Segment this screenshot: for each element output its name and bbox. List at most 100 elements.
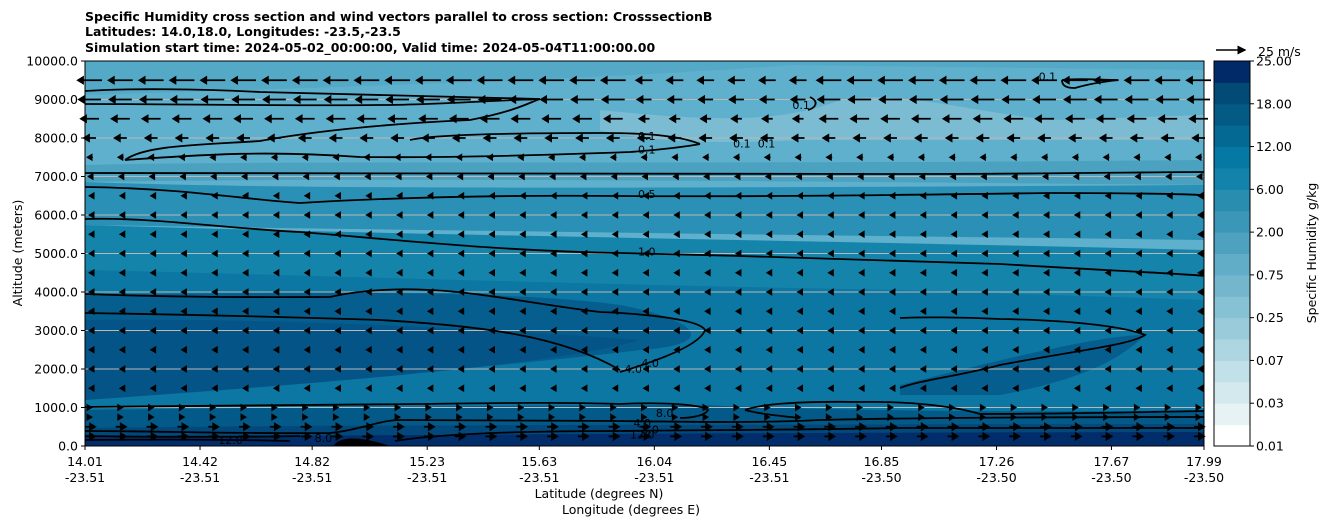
wind-vector [641,403,648,412]
wind-vector [673,365,680,373]
wind-vector [180,249,187,258]
wind-vector [572,114,592,124]
wind-vector [702,403,710,412]
wind-vector [704,326,711,335]
wind-vector [887,403,894,412]
wind-vector [118,191,126,200]
wind-vector [858,249,865,258]
wind-vector [519,268,526,277]
wind-vector [239,431,251,441]
wind-vector [858,191,865,200]
wind-vector [704,384,711,393]
wind-vector [1104,288,1112,296]
wind-vector [1135,230,1142,239]
wind-vector [547,431,559,441]
wind-vector [972,114,993,124]
wind-vector [981,384,988,393]
wind-vector [1068,133,1082,143]
wind-vector [1186,94,1210,105]
wind-vector [550,307,557,316]
wind-vector [611,345,619,354]
wind-vector [180,365,187,373]
wind-vector [488,365,495,373]
wind-vector [334,307,341,316]
wind-vector [699,114,712,124]
wind-vector [148,172,156,181]
wind-vector [950,288,958,296]
wind-vector [86,153,93,162]
wind-vector [1095,114,1116,124]
wind-vector [272,345,280,354]
wind-vector [1197,268,1204,277]
wind-vector [272,211,280,219]
colorbar-segment [1214,403,1250,426]
wind-vector [599,75,626,85]
wind-vector [916,431,929,441]
wind-vector [211,307,218,316]
wind-vector [149,211,157,219]
wind-vector [242,230,249,239]
wind-vector [1132,431,1145,441]
wind-vector [353,75,380,85]
wind-vector [919,268,927,277]
colorbar-segment [1214,210,1250,233]
wind-vector [488,249,495,258]
wind-vector [794,153,802,162]
wind-vector [180,345,187,354]
wind-vector [364,172,371,181]
wind-vector [86,413,93,422]
wind-vector [394,403,402,412]
colorbar-segment [1214,296,1250,319]
wind-vector [825,153,833,162]
wind-vector [550,345,557,354]
wind-vector [550,268,557,277]
wind-vector [1062,75,1088,85]
wind-vector [642,211,649,219]
wind-vector [209,403,217,412]
wind-vector [764,413,771,422]
wind-vector [426,326,434,335]
contour-label: 1.0 [638,246,656,259]
wind-vector [485,422,498,432]
wind-vector [917,153,925,162]
wind-vector [765,288,773,296]
wind-vector [426,249,434,258]
wind-vector [426,384,434,393]
wind-vector [211,365,218,373]
wind-vector [208,431,220,441]
colorbar-segment [1214,232,1250,254]
wind-vector [550,384,557,393]
wind-vector [88,249,95,258]
wind-vector [1073,307,1081,316]
wind-vector [796,268,804,277]
colorbar-segment [1214,274,1250,297]
wind-vector [445,75,472,85]
wind-vector [948,153,956,162]
y-axis-title: Altitude (meters) [10,200,25,307]
x-tick-label-lat: 15.63 [521,454,557,469]
wind-vector [734,365,742,373]
wind-vector [486,403,494,412]
wind-vector [233,114,254,124]
wind-vector [704,345,711,354]
wind-vector [1166,191,1173,200]
wind-vector [294,114,315,124]
wind-vector [149,384,157,393]
wind-vector [579,172,587,181]
wind-vector [827,230,834,239]
wind-vector [1104,230,1112,239]
wind-vectors [76,75,1211,441]
wind-vector [818,114,839,124]
wind-vector [668,114,681,124]
wind-vector [1073,211,1081,219]
wind-vector [488,288,495,296]
wind-vector [118,288,126,296]
wind-vector [1040,153,1048,162]
wind-vector [635,94,652,105]
wind-vector [149,307,157,316]
wind-vector [762,431,775,441]
wind-vector [642,326,649,335]
wind-vector [1195,413,1202,422]
wind-vector [1012,211,1019,219]
wind-vector [488,326,495,335]
